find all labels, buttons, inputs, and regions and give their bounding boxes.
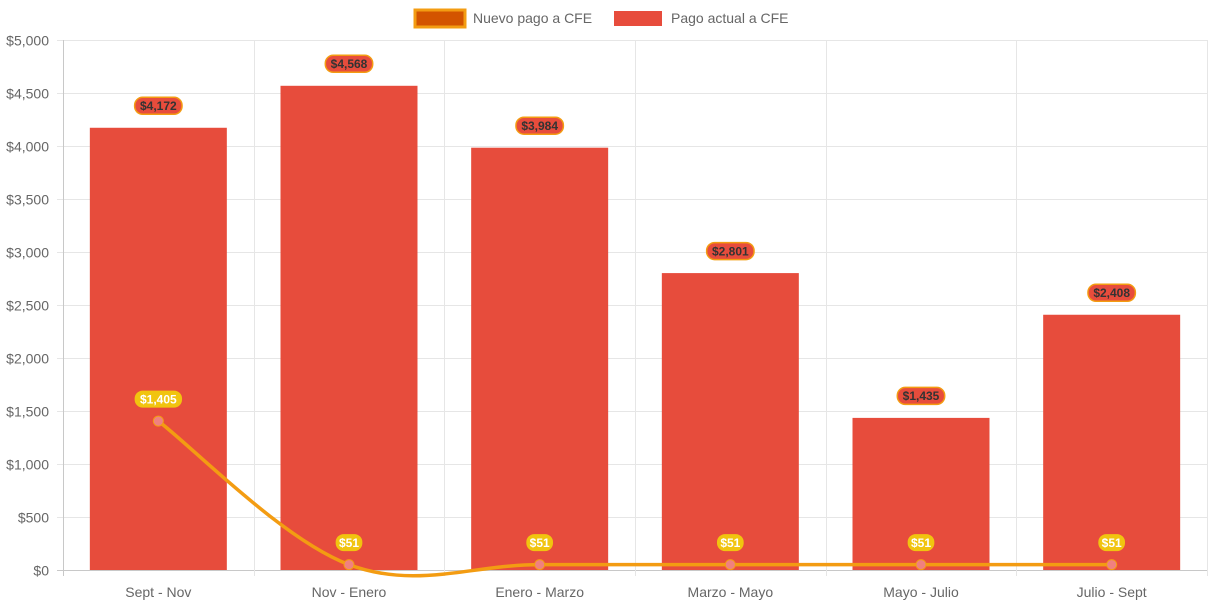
bar-pago-actual[interactable] — [471, 147, 609, 571]
bar-value-label-text: $2,408 — [1093, 286, 1130, 300]
bar-value-label-bg — [133, 96, 183, 116]
y-tick-label: $0 — [33, 563, 49, 579]
line-value-label: $51 — [907, 534, 935, 552]
line-value-label-text: $51 — [911, 536, 931, 550]
line-point-nuevo-pago[interactable] — [534, 559, 546, 571]
line-value-label-bg — [134, 390, 183, 408]
x-tick-label: Julio - Sept — [1077, 584, 1147, 600]
line-point-nuevo-pago[interactable] — [152, 415, 164, 427]
line-value-label-text: $1,405 — [140, 392, 177, 406]
y-tick-label: $4,500 — [6, 86, 49, 102]
line-value-label-text: $51 — [339, 536, 359, 550]
legend-item-nuevo-pago[interactable]: Nuevo pago a CFE — [413, 8, 592, 29]
bar-value-label: $2,408 — [1087, 283, 1137, 303]
bar-pago-actual[interactable] — [280, 85, 418, 571]
bar-value-label-bg — [705, 241, 755, 261]
bar-value-label-text: $3,984 — [521, 119, 558, 133]
line-value-label-bg — [526, 534, 554, 552]
bar-series-pago-actual — [89, 85, 1181, 571]
line-point-nuevo-pago[interactable] — [343, 559, 355, 571]
bar-value-label-bg — [1087, 283, 1137, 303]
y-tick-label: $1,000 — [6, 457, 49, 473]
line-value-label: $51 — [716, 534, 744, 552]
line-value-label-bg — [716, 534, 744, 552]
line-value-label-text: $51 — [530, 536, 550, 550]
legend-swatch-nuevo-pago — [413, 8, 467, 29]
y-tick-label: $500 — [18, 510, 49, 526]
y-tick-label: $3,000 — [6, 245, 49, 261]
bar-value-label-bg — [324, 54, 374, 74]
y-tick-label: $2,000 — [6, 351, 49, 367]
legend-label-nuevo-pago: Nuevo pago a CFE — [473, 10, 592, 26]
legend-swatch-pago-actual — [614, 11, 662, 26]
line-series-nuevo-pago — [152, 415, 1118, 578]
line-value-label-bg — [335, 534, 363, 552]
legend: Nuevo pago a CFE Pago actual a CFE — [413, 8, 789, 29]
legend-item-pago-actual[interactable]: Pago actual a CFE — [614, 10, 789, 26]
bar-value-label: $3,984 — [515, 116, 565, 135]
bar-value-label-bg — [515, 116, 565, 135]
bar-value-label-text: $4,172 — [140, 99, 177, 113]
bar-value-label: $1,435 — [896, 386, 946, 406]
line-value-label: $51 — [1098, 534, 1126, 552]
line-value-label-bg — [907, 534, 935, 552]
bar-value-label: $2,801 — [705, 241, 755, 261]
line-value-label: $51 — [526, 534, 554, 552]
legend-label-pago-actual: Pago actual a CFE — [671, 10, 789, 26]
line-value-label: $51 — [335, 534, 363, 552]
y-axis: $0 $500 $1,000 $1,500 $2,000 $2,500 $3,000 $3,5… — [6, 33, 49, 579]
bar-value-label-text: $2,801 — [712, 244, 749, 258]
y-tick-label: $2,500 — [6, 298, 49, 314]
line-value-label-bg — [1098, 534, 1126, 552]
line-path-nuevo-pago — [157, 419, 1112, 578]
bar-value-label-text: $4,568 — [331, 57, 368, 71]
line-value-label-text: $51 — [720, 536, 740, 550]
y-tick-label: $4,000 — [6, 139, 49, 155]
y-tick-label: $1,500 — [6, 404, 49, 420]
y-tick-label: $5,000 — [6, 33, 49, 49]
bar-value-label-bg — [896, 386, 946, 406]
bar-value-label: $4,568 — [324, 54, 374, 74]
x-tick-label: Marzo - Mayo — [688, 584, 774, 600]
x-axis: Sept - Nov Nov - Enero Enero - Marzo Marzo … — [125, 584, 1147, 600]
line-point-nuevo-pago[interactable] — [915, 559, 927, 571]
x-tick-label: Nov - Enero — [312, 584, 387, 600]
line-point-nuevo-pago[interactable] — [1106, 559, 1118, 571]
line-point-nuevo-pago[interactable] — [724, 559, 736, 571]
bar-pago-actual[interactable] — [89, 127, 227, 570]
bar-value-label-text: $1,435 — [903, 389, 940, 403]
bar-pago-actual[interactable] — [1043, 314, 1181, 570]
x-tick-label: Enero - Marzo — [495, 584, 584, 600]
x-tick-label: Sept - Nov — [125, 584, 191, 600]
x-tick-label: Mayo - Julio — [883, 584, 959, 600]
bar-pago-actual[interactable] — [661, 273, 799, 570]
data-labels: $4,172 $4,568 $3,984 $2,801 $1,435 $2,408 $1,4… — [133, 54, 1137, 552]
line-value-label-text: $51 — [1102, 536, 1122, 550]
line-value-label: $1,405 — [134, 390, 183, 408]
bar-value-label: $4,172 — [133, 96, 183, 116]
grid — [57, 40, 1208, 576]
y-tick-label: $3,500 — [6, 192, 49, 208]
